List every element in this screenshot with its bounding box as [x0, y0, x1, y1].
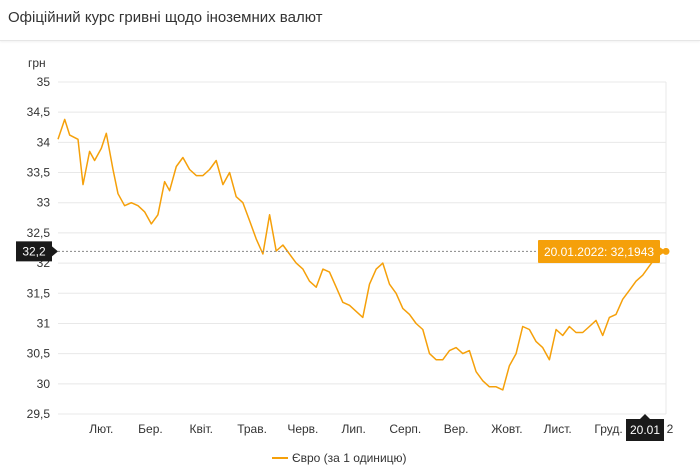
x-tick-label: Лип. — [341, 422, 365, 436]
y-tick-label: 30 — [37, 377, 51, 391]
tooltip-pointer — [660, 247, 666, 256]
x-tick-label: Трав. — [237, 422, 267, 436]
x-tick-label: Лют. — [89, 422, 113, 436]
x-tick-label: 2 — [667, 422, 674, 436]
legend-label-euro[interactable]: Євро (за 1 одиницю) — [292, 451, 407, 465]
crosshair-x-label: 20.01 — [630, 423, 660, 437]
y-tick-label: 30,5 — [27, 347, 51, 361]
y-tick-label: 29,5 — [27, 407, 51, 421]
y-tick-label: 31,5 — [27, 286, 51, 300]
y-axis-label: грн — [28, 56, 46, 70]
x-tick-label: Квіт. — [189, 422, 213, 436]
y-tick-label: 34,5 — [27, 105, 51, 119]
chart-title: Офіційний курс гривні щодо іноземних вал… — [8, 9, 323, 26]
crosshair-y-label: 32,2 — [22, 244, 46, 258]
y-tick-label: 35 — [37, 75, 51, 89]
y-tick-label: 31 — [37, 316, 51, 330]
chart-header: Офіційний курс гривні щодо іноземних вал… — [0, 0, 700, 41]
x-tick-label: Серп. — [389, 422, 421, 436]
tooltip-box — [538, 240, 660, 263]
y-tick-label: 33 — [37, 196, 51, 210]
x-tick-label: Вер. — [444, 422, 469, 436]
x-tick-label: Лист. — [544, 422, 572, 436]
crosshair-x-label-box — [626, 419, 664, 441]
crosshair-y-label-box — [16, 241, 52, 262]
y-tick-label: 33,5 — [27, 166, 51, 180]
x-tick-label: Жовт. — [491, 422, 522, 436]
x-tick-label: Черв. — [287, 422, 318, 436]
crosshair-y-label-pointer — [52, 246, 58, 257]
tooltip-text: 20.01.2022: 32,1943 — [544, 245, 654, 259]
x-tick-label: Бер. — [138, 422, 163, 436]
y-tick-label: 34 — [37, 135, 51, 149]
x-tick-label: Груд. — [594, 422, 622, 436]
series-line-euro[interactable] — [57, 118, 667, 391]
y-tick-label: 32,5 — [27, 226, 51, 240]
crosshair-x-label-pointer — [640, 414, 650, 419]
